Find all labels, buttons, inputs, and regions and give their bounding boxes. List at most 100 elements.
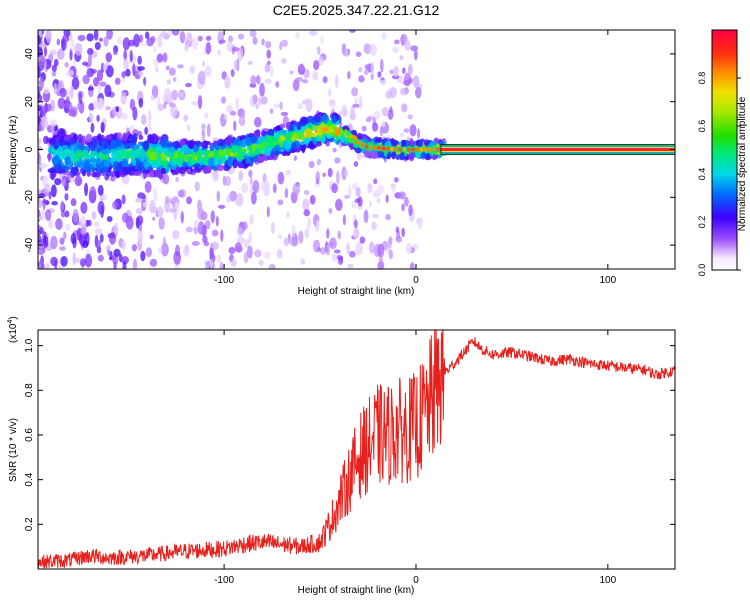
heatmap-cell: [162, 236, 167, 251]
heatmap-cell: [79, 258, 87, 267]
heatmap-cell: [173, 250, 182, 265]
heatmap-cell: [121, 240, 126, 251]
heatmap-cell: [162, 52, 168, 63]
heatmap-cell: [335, 170, 340, 185]
heatmap-cell: [261, 181, 268, 192]
heatmap-cell: [220, 229, 224, 242]
heatmap-cell: [258, 259, 264, 267]
heatmap-cell: [316, 158, 322, 166]
heatmap-cell: [300, 258, 306, 265]
x-tick-label: -100: [214, 275, 234, 286]
heatmap-cell: [131, 243, 137, 252]
heatmap-cell: [98, 37, 104, 42]
heatmap-cell: [177, 64, 184, 69]
heatmap-cell: [142, 140, 150, 151]
heatmap-cell: [264, 63, 271, 73]
heatmap-cell: [51, 122, 55, 134]
heatmap-cell: [248, 169, 253, 178]
heatmap-cell: [71, 77, 80, 90]
heatmap-cell: [49, 49, 57, 56]
heatmap-cell: [331, 123, 337, 131]
heatmap-cell: [43, 235, 49, 248]
heatmap-cell: [228, 246, 236, 255]
heatmap-cell: [38, 54, 46, 66]
heatmap-cell: [369, 241, 375, 254]
heatmap-cell: [302, 198, 310, 211]
heatmap-cell: [348, 143, 354, 149]
heatmap-cell: [70, 38, 75, 53]
colorbar-tick-label: 0.6: [697, 120, 707, 133]
heatmap-cell: [60, 200, 65, 212]
heatmap-cell: [420, 151, 426, 160]
x-tick-label: 0: [413, 275, 419, 286]
heatmap-cell: [405, 242, 412, 255]
heatmap-cell: [48, 218, 53, 229]
heatmap-cell: [408, 140, 416, 146]
heatmap-cell: [88, 84, 94, 98]
heatmap-cell: [148, 136, 155, 141]
heatmap-cell: [59, 169, 66, 174]
heatmap-cell: [388, 86, 397, 98]
heatmap-cell: [252, 94, 258, 105]
heatmap-cell: [216, 164, 225, 171]
colorbar-label: Normalized spectral amplitude: [737, 96, 748, 231]
snr-chart: -100 0 100 0.2 0.4 0.6 0.8 1.0 Height of strai…: [7, 316, 676, 596]
heatmap-cell: [268, 136, 273, 143]
heatmap-cell: [348, 185, 352, 199]
heatmap-cell: [160, 138, 167, 149]
heatmap-cell: [38, 76, 45, 90]
heatmap-cell: [89, 150, 98, 158]
heatmap-cell: [149, 169, 155, 178]
heatmap-cell: [387, 237, 392, 250]
heatmap-cell: [327, 167, 333, 178]
heatmap-cell: [179, 138, 186, 147]
heatmap-cell: [84, 182, 89, 197]
heatmap-cell: [339, 256, 344, 262]
heatmap-cell: [304, 228, 309, 239]
heatmap-cell: [74, 175, 83, 187]
heatmap-cell: [259, 136, 266, 142]
heatmap-cell: [355, 186, 361, 198]
heatmap-cell: [72, 252, 76, 266]
heatmap-cell: [57, 81, 63, 91]
heatmap-cell: [289, 70, 294, 75]
heatmap-cell: [74, 257, 81, 264]
heatmap-cell: [132, 106, 138, 121]
heatmap-cell: [105, 244, 112, 251]
heatmap-cell: [140, 155, 145, 163]
heatmap-cell: [64, 210, 70, 218]
heatmap-cell: [339, 134, 346, 144]
heatmap-cell: [72, 208, 79, 223]
heatmap-cell: [90, 156, 97, 164]
heatmap-cell: [100, 121, 105, 134]
heatmap-cell: [42, 199, 50, 205]
heatmap-cell: [233, 139, 241, 147]
heatmap-cell: [224, 75, 231, 89]
heatmap-cell: [372, 213, 379, 219]
heatmap-cell: [404, 196, 409, 207]
heatmap-cell: [398, 191, 406, 200]
heatmap-cell: [106, 215, 113, 222]
heatmap-cell: [242, 148, 248, 153]
snr-series-line: [38, 330, 675, 569]
heatmap-cell: [409, 262, 415, 269]
heatmap-plot-area: [37, 29, 676, 270]
heatmap-cell: [84, 253, 93, 268]
heatmap-cell: [364, 149, 371, 158]
heatmap-cell: [97, 254, 104, 262]
heatmap-cell: [217, 204, 226, 209]
heatmap-cell: [204, 112, 209, 119]
snr-plot-background: [38, 330, 675, 569]
heatmap-cell: [170, 104, 178, 119]
heatmap-cell: [156, 53, 164, 63]
heatmap-cell: [38, 34, 41, 46]
heatmap-cell: [303, 189, 310, 196]
heatmap-cell: [355, 241, 363, 256]
heatmap-cell: [92, 171, 98, 178]
heatmap-cell: [183, 147, 189, 156]
heatmap-cell: [321, 114, 330, 124]
heatmap-cell: [218, 39, 226, 44]
heatmap-cell: [89, 186, 97, 200]
colorbar-tick-label: 0.0: [697, 264, 707, 277]
heatmap-cell: [279, 41, 283, 51]
